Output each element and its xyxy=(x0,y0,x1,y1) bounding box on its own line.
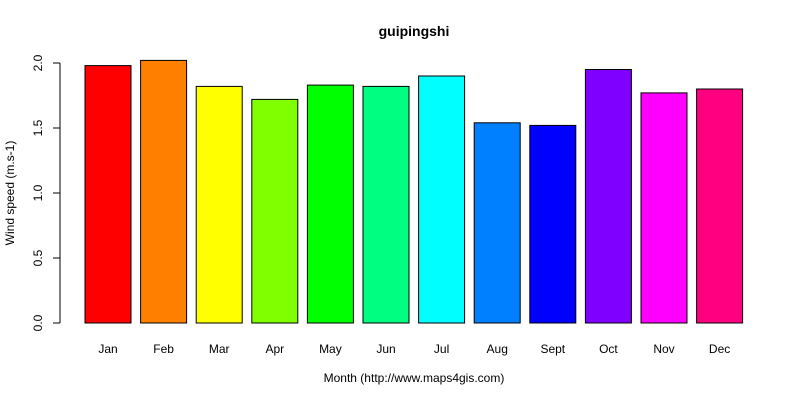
x-tick-label: Jan xyxy=(98,342,117,356)
x-tick-label: May xyxy=(319,342,342,356)
y-tick-label: 1.0 xyxy=(31,184,45,201)
x-tick-label: Feb xyxy=(153,342,174,356)
y-axis-label: Wind speed (m.s-1) xyxy=(3,141,17,246)
bar-apr xyxy=(251,98,299,324)
y-tick-label: 0.0 xyxy=(31,314,45,331)
bar-oct xyxy=(584,69,632,324)
x-tick-label: Dec xyxy=(709,342,730,356)
y-axis: 0.0 0.5 1.0 1.5 2.0 xyxy=(31,54,61,331)
bar-jul xyxy=(418,75,466,324)
x-tick-label: Jun xyxy=(376,342,395,356)
y-tick-label: 2.0 xyxy=(31,54,45,71)
x-axis-ticks: Jan Feb Mar Apr May Jun Jul Aug Sept Oct Nov Dec xyxy=(98,342,730,356)
y-tick-label: 1.5 xyxy=(31,119,45,136)
bar-feb xyxy=(140,59,188,324)
bar-sept xyxy=(529,124,577,324)
x-tick-label: Sept xyxy=(540,342,565,356)
chart-title: guipingshi xyxy=(379,23,450,39)
bar-jan xyxy=(84,65,132,324)
bar-jun xyxy=(362,85,410,324)
bar-aug xyxy=(473,122,521,324)
x-tick-label: Oct xyxy=(599,342,618,356)
y-tick-label: 0.5 xyxy=(31,249,45,266)
x-axis-label: Month (http://www.maps4gis.com) xyxy=(324,371,505,385)
bar-nov xyxy=(640,92,688,324)
x-tick-label: Jul xyxy=(434,342,449,356)
bar-dec xyxy=(696,88,744,324)
bars-group xyxy=(84,59,744,324)
x-tick-label: Nov xyxy=(653,342,674,356)
x-tick-label: Mar xyxy=(209,342,230,356)
x-tick-label: Apr xyxy=(265,342,284,356)
bar-may xyxy=(306,84,354,324)
bar-mar xyxy=(195,85,243,324)
x-tick-label: Aug xyxy=(487,342,508,356)
